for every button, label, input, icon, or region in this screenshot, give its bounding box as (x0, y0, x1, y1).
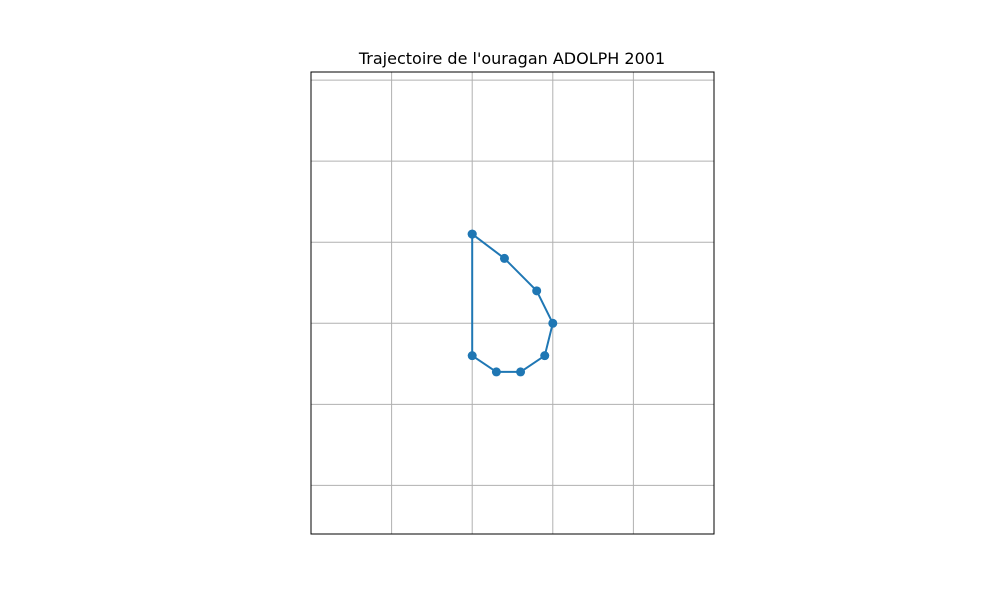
trajectory-point-7 (467, 351, 477, 361)
plot-frame (310, 71, 715, 535)
chart-title: Trajectoire de l'ouragan ADOLPH 2001 (358, 49, 665, 68)
trajectory-point-1 (499, 253, 509, 263)
trajectory-point-4 (540, 351, 550, 361)
trajectory-point-5 (516, 367, 526, 377)
trajectory-point-2 (532, 286, 542, 296)
grid (311, 72, 714, 534)
trajectory-point-8 (467, 229, 477, 239)
trajectory-point-6 (491, 367, 501, 377)
trajectory-line-0 (471, 233, 554, 373)
series-layer (467, 229, 558, 377)
trajectory-point-3 (548, 318, 558, 328)
